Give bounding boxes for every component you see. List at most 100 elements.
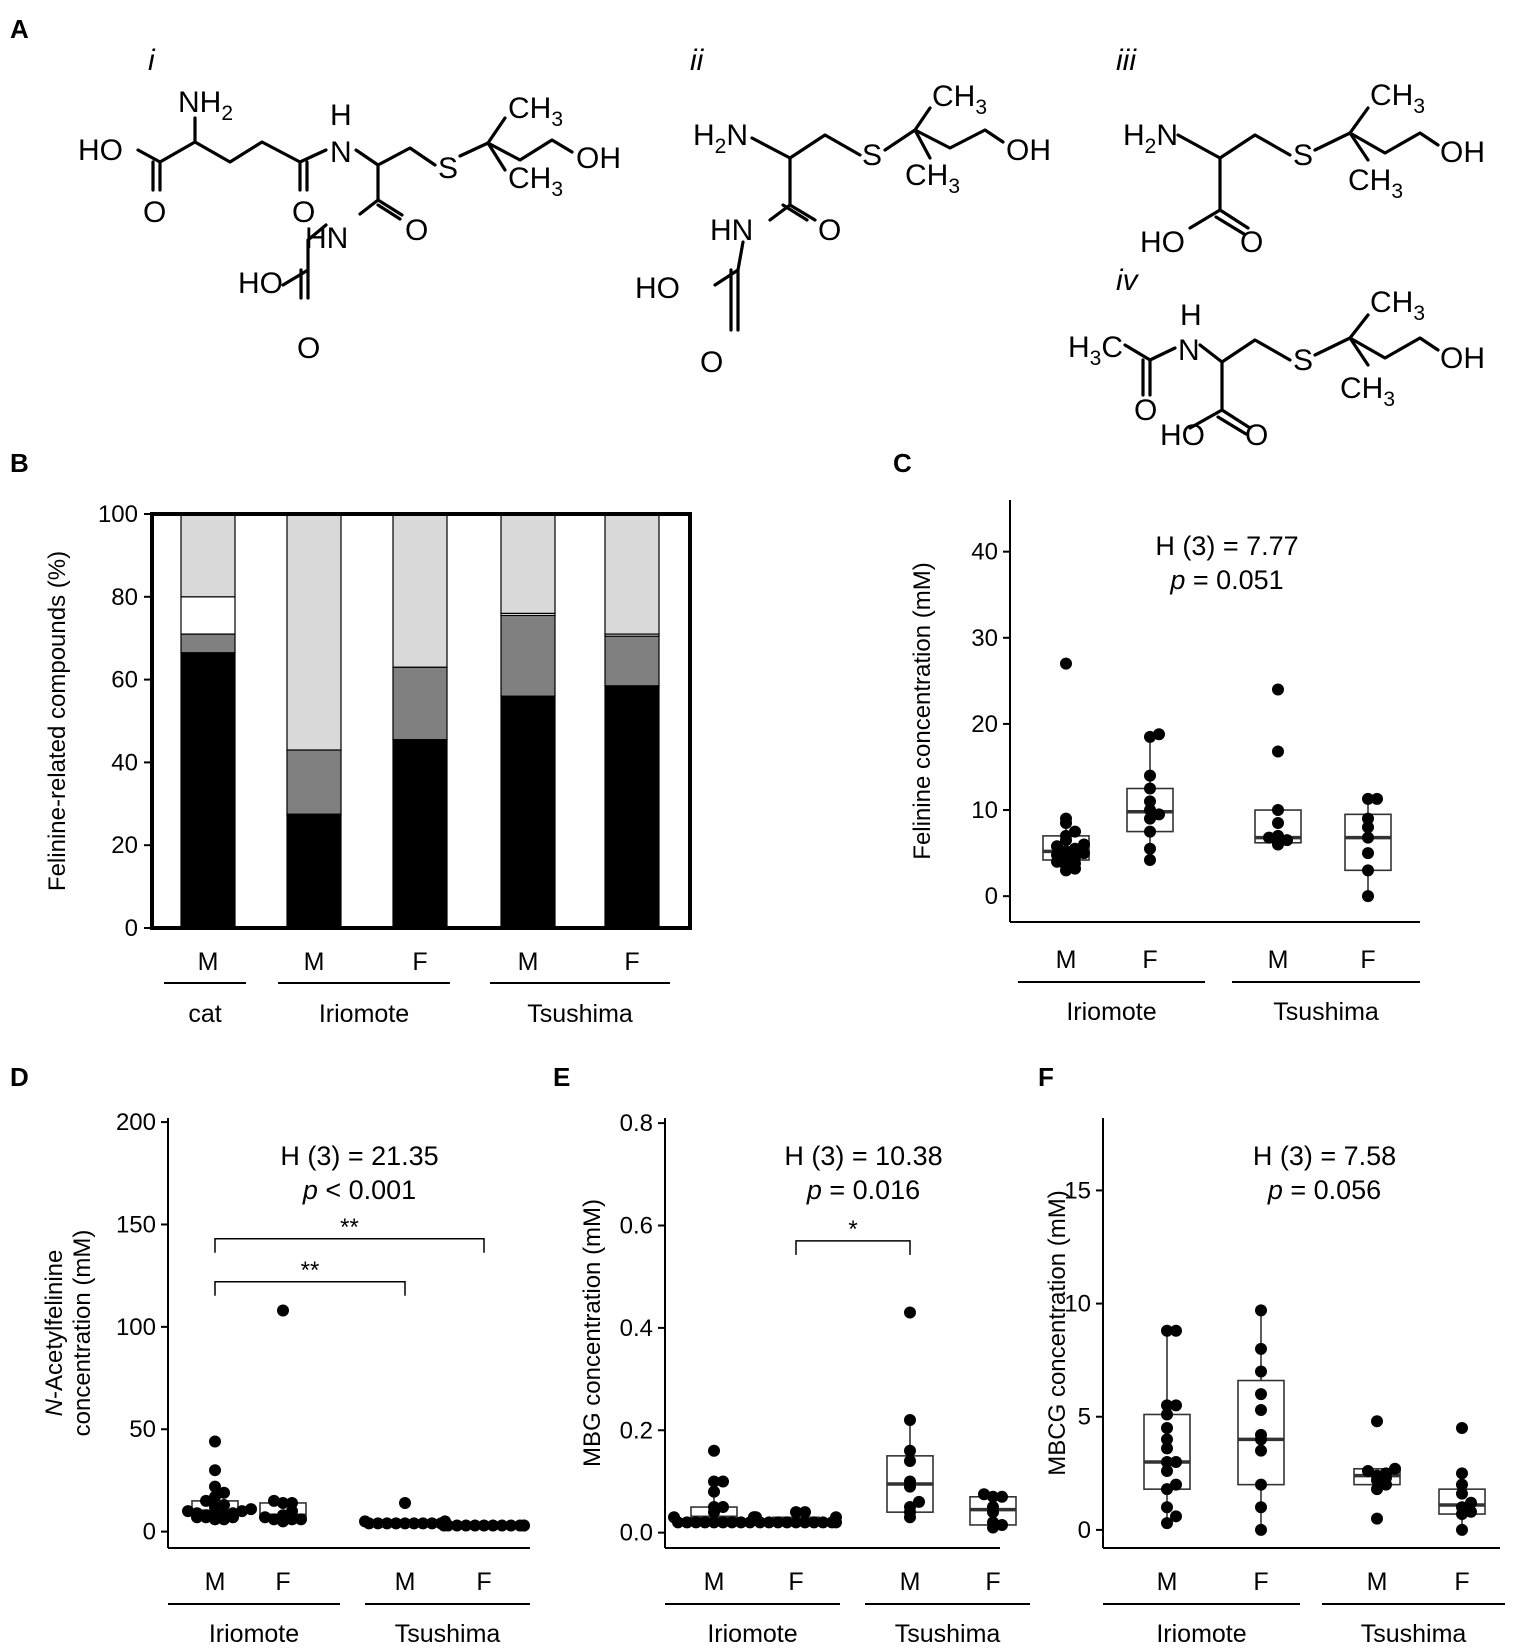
group-label: Tsushima bbox=[395, 1620, 501, 1648]
atom-ch3-2a: CH3 bbox=[932, 80, 987, 119]
data-point bbox=[1144, 730, 1156, 743]
data-point bbox=[268, 1513, 280, 1526]
data-point bbox=[218, 1509, 230, 1522]
atom-ch3-4b: CH3 bbox=[1340, 372, 1395, 411]
data-point bbox=[904, 1414, 916, 1427]
group-label: Iriomote bbox=[319, 1000, 409, 1028]
data-point bbox=[295, 1513, 307, 1526]
stat-p-label: p < 0.001 bbox=[302, 1175, 416, 1205]
y-axis-label: Felinine-related compounds (%) bbox=[44, 551, 71, 891]
y-tick-label: 0 bbox=[1078, 1517, 1091, 1544]
data-point bbox=[399, 1517, 411, 1530]
atom-h2n-2: H2N bbox=[693, 119, 748, 158]
data-point bbox=[438, 1519, 450, 1532]
data-point bbox=[1255, 1428, 1267, 1441]
data-point bbox=[1144, 769, 1156, 782]
atom-o-9: O bbox=[1245, 419, 1268, 452]
data-point bbox=[1255, 1304, 1267, 1317]
group-label: Tsushima bbox=[527, 1000, 633, 1028]
data-point bbox=[1060, 853, 1072, 866]
data-point bbox=[1060, 812, 1072, 825]
data-point bbox=[690, 1516, 702, 1529]
data-point bbox=[372, 1517, 384, 1530]
x-tick-label: M bbox=[304, 948, 325, 976]
stat-h-label: H (3) = 7.77 bbox=[1155, 531, 1298, 561]
group-label: cat bbox=[188, 1000, 221, 1028]
bar-segment bbox=[286, 749, 342, 815]
y-tick-label: 100 bbox=[98, 501, 138, 528]
y-tick-label: 0.2 bbox=[620, 1417, 653, 1444]
panel-label-c: C bbox=[893, 448, 912, 478]
data-point bbox=[1170, 1478, 1182, 1491]
data-point bbox=[750, 1511, 762, 1524]
data-point bbox=[451, 1519, 463, 1532]
data-point bbox=[717, 1475, 729, 1488]
data-point bbox=[1161, 1483, 1173, 1496]
atom-ch3-3a: CH3 bbox=[1370, 79, 1425, 118]
structure-iv: H3C N H O S CH3 CH3 OH HO O bbox=[1068, 286, 1485, 452]
data-point bbox=[1069, 842, 1081, 855]
data-point bbox=[1465, 1505, 1477, 1518]
data-point bbox=[1170, 1324, 1182, 1337]
atom-hn-2: HN bbox=[710, 214, 753, 247]
boxplot-chart-c: 0 10 20 30 40 Felinine concentration (mM) H (3… bbox=[909, 500, 1420, 1026]
y-tick-label: 0.4 bbox=[620, 1315, 653, 1342]
data-point bbox=[913, 1495, 925, 1508]
x-tick-label: F bbox=[1142, 946, 1157, 974]
data-point bbox=[1272, 816, 1284, 829]
group-label: Iriomote bbox=[209, 1620, 299, 1648]
data-point bbox=[1144, 812, 1156, 825]
data-point bbox=[763, 1516, 775, 1529]
data-point bbox=[1144, 842, 1156, 855]
data-point bbox=[1272, 683, 1284, 696]
atom-oh-2: OH bbox=[1006, 134, 1051, 167]
stat-h-label: H (3) = 10.38 bbox=[784, 1141, 942, 1171]
data-point bbox=[209, 1464, 221, 1477]
y-tick-label: 20 bbox=[111, 832, 138, 859]
data-point bbox=[1078, 847, 1090, 860]
y-tick-label: 80 bbox=[111, 584, 138, 611]
data-point bbox=[478, 1519, 490, 1532]
data-point bbox=[1371, 1415, 1383, 1428]
atom-o-4: O bbox=[297, 332, 320, 365]
data-point bbox=[277, 1509, 289, 1522]
x-tick-label: F bbox=[476, 1568, 491, 1596]
data-point bbox=[987, 1516, 999, 1529]
atom-h3c-4: H3C bbox=[1068, 331, 1123, 370]
x-tick-label: M bbox=[900, 1568, 921, 1596]
data-point bbox=[1161, 1517, 1173, 1530]
significance-bracket bbox=[795, 1240, 911, 1255]
data-point bbox=[790, 1516, 802, 1529]
data-point bbox=[1362, 890, 1374, 903]
data-point bbox=[381, 1517, 393, 1530]
data-point bbox=[1153, 808, 1165, 821]
y-tick-label: 15 bbox=[1064, 1177, 1091, 1204]
y-axis-label: N-Acetylfelinine bbox=[41, 1250, 68, 1417]
data-point bbox=[708, 1475, 720, 1488]
y-axis-label-line2: concentration (mM) bbox=[69, 1230, 96, 1437]
data-point bbox=[268, 1494, 280, 1507]
bar-segment bbox=[500, 513, 556, 614]
structure-label-iii: iii bbox=[1116, 44, 1137, 77]
data-point bbox=[1161, 1399, 1173, 1412]
data-point bbox=[209, 1501, 221, 1514]
x-tick-label: F bbox=[788, 1568, 803, 1596]
x-tick-label: M bbox=[1367, 1568, 1388, 1596]
atom-o-1: O bbox=[143, 196, 166, 229]
atom-o-5: O bbox=[818, 214, 841, 247]
y-tick-label: 200 bbox=[116, 1109, 156, 1136]
data-point bbox=[717, 1516, 729, 1529]
atom-o-8: O bbox=[1134, 394, 1157, 427]
structures: i ii iii iv HO NH2 O O N H S CH3 CH3 OH … bbox=[78, 44, 1485, 452]
data-point bbox=[417, 1517, 429, 1530]
data-point bbox=[277, 1304, 289, 1317]
y-tick-label: 30 bbox=[971, 625, 998, 652]
atom-s-4: S bbox=[1293, 344, 1313, 377]
data-point bbox=[987, 1490, 999, 1503]
data-point bbox=[1161, 1442, 1173, 1455]
data-point bbox=[1380, 1467, 1392, 1480]
data-point bbox=[460, 1519, 472, 1532]
bar-segment bbox=[604, 513, 660, 635]
data-point bbox=[1272, 829, 1284, 842]
